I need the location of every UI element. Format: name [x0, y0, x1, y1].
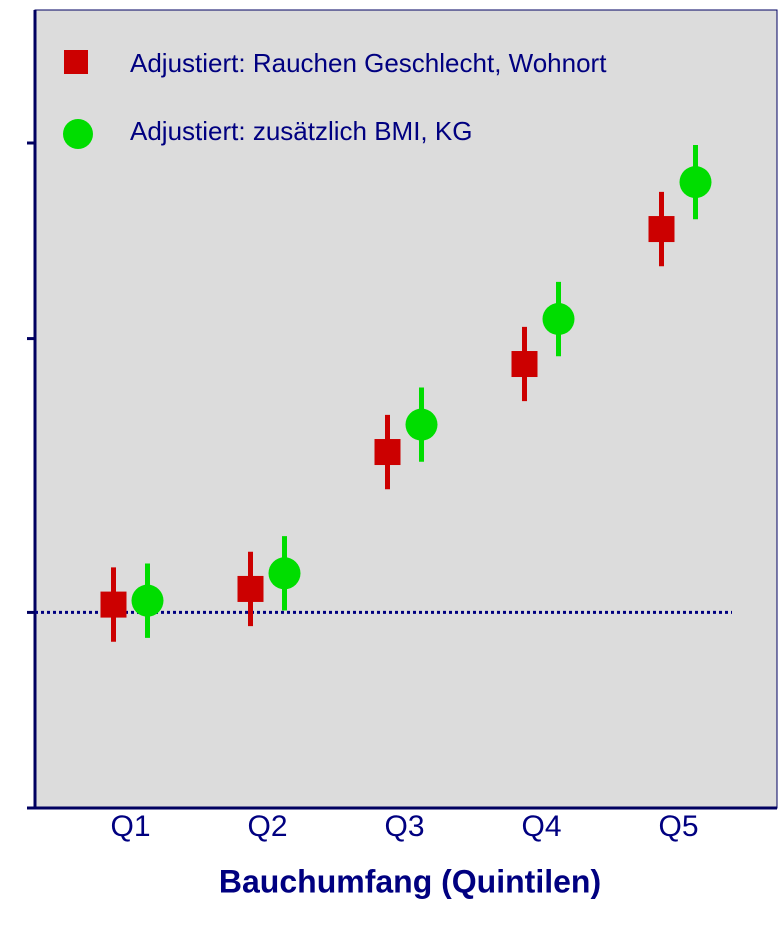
x-tick-label: Q4 [521, 810, 561, 843]
x-tick-label: Q2 [247, 810, 287, 843]
point [648, 216, 675, 243]
x-tick-label: Q5 [658, 810, 698, 843]
point [511, 351, 538, 378]
point [131, 584, 164, 617]
legend-marker [63, 119, 93, 149]
point [374, 439, 401, 466]
point [405, 408, 438, 441]
point [268, 557, 301, 590]
legend-label: Adjustiert: Rauchen Geschlecht, Wohnort [130, 48, 607, 78]
point [542, 303, 575, 336]
x-axis-label: Bauchumfang (Quintilen) [219, 863, 601, 899]
legend-label: Adjustiert: zusätzlich BMI, KG [130, 116, 472, 146]
legend-marker [64, 50, 88, 74]
point [679, 166, 712, 199]
x-tick-label: Q3 [384, 810, 424, 843]
plot-area [34, 9, 778, 809]
point [237, 575, 264, 602]
point [100, 591, 127, 618]
x-tick-label: Q1 [110, 810, 150, 843]
